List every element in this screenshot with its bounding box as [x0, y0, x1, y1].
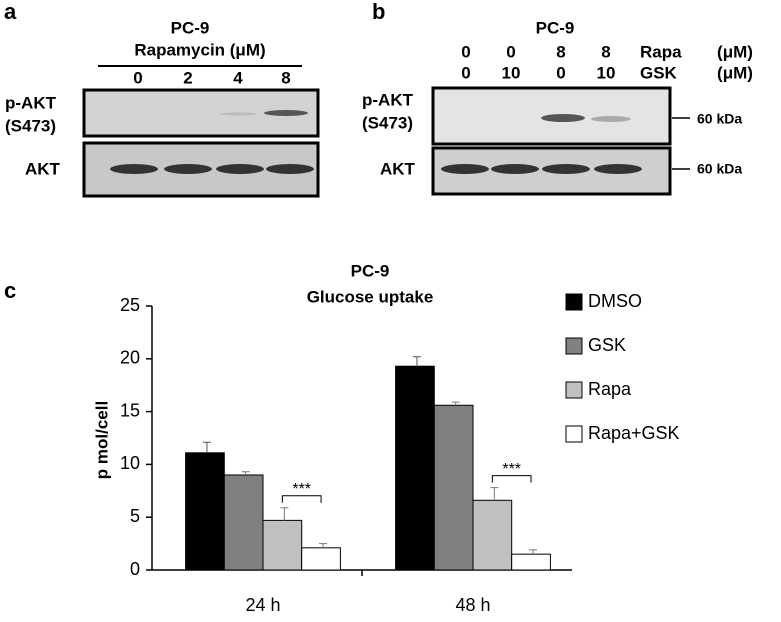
y-tick-label: 25: [120, 295, 140, 315]
plot: 0 5 10 15 20 25 24 h *** 48 h *** DMSO GSK Rapa Rapa+…: [120, 291, 680, 615]
annotation: ***: [292, 481, 311, 498]
y-tick-label: 20: [120, 348, 140, 368]
error-bar: [529, 549, 538, 555]
band: [491, 164, 539, 174]
error-bar: [202, 441, 211, 453]
band: [441, 164, 489, 174]
error-bar: [280, 507, 289, 521]
chart-title: PC-9: [351, 261, 390, 280]
bar: [301, 547, 341, 571]
dose: 0: [556, 63, 565, 82]
error-bar: [319, 543, 328, 548]
band: [591, 116, 631, 122]
row-label: (S473): [362, 113, 413, 132]
legend-swatch: [565, 337, 583, 355]
band: [216, 164, 264, 174]
row-label: AKT: [380, 159, 416, 178]
band: [264, 110, 308, 116]
band: [542, 164, 590, 174]
y-tick-label: 15: [120, 400, 140, 420]
condition-unit: (μM): [717, 42, 753, 61]
row-label: p-AKT: [5, 93, 57, 112]
band: [541, 114, 585, 122]
bar: [433, 404, 474, 571]
legend-swatch: [565, 293, 583, 311]
error-bar: [490, 487, 499, 501]
condition-unit: (μM): [717, 63, 753, 82]
bar: [223, 474, 264, 571]
dose: 0: [133, 68, 142, 87]
bar: [185, 452, 225, 571]
legend-swatch: [565, 425, 583, 443]
dose: 2: [183, 68, 192, 87]
error-bar: [412, 356, 421, 367]
row-label: (S473): [5, 116, 56, 135]
legend-label: GSK: [588, 335, 626, 355]
bar: [472, 499, 513, 571]
x-tick-label: 24 h: [245, 595, 280, 615]
dose: 10: [597, 63, 616, 82]
dose: 4: [233, 68, 243, 87]
marker-label: 60 kDa: [697, 161, 742, 177]
dose: 8: [281, 68, 290, 87]
significance-bracket: [281, 495, 322, 503]
band: [266, 164, 314, 174]
dose: 10: [502, 63, 521, 82]
y-tick-label: 5: [130, 506, 140, 526]
blot-title: PC-9: [171, 18, 210, 37]
panel-label: a: [4, 0, 17, 24]
panel-label: c: [4, 278, 16, 303]
band: [220, 112, 256, 116]
condition-name: GSK: [640, 63, 678, 82]
dose: 0: [506, 42, 515, 61]
panel-label: b: [372, 0, 385, 24]
row-label: p-AKT: [362, 90, 414, 109]
dose: 0: [461, 42, 470, 61]
band: [594, 164, 642, 174]
dose: 8: [556, 42, 565, 61]
annotation: ***: [502, 461, 521, 478]
chart-subtitle: Glucose uptake: [307, 287, 434, 306]
band: [164, 164, 212, 174]
blot-title: PC-9: [536, 18, 575, 37]
legend-label: Rapa+GSK: [588, 423, 680, 443]
y-tick-label: 10: [120, 453, 140, 473]
treatment-label: Rapamycin (μM): [134, 40, 265, 59]
error-bar: [241, 471, 250, 475]
legend-swatch: [565, 381, 583, 399]
dose: 8: [601, 42, 610, 61]
legend-label: DMSO: [588, 291, 642, 311]
bar: [511, 553, 551, 571]
row-label: AKT: [25, 159, 61, 178]
x-tick-label: 48 h: [455, 595, 490, 615]
y-tick-label: 0: [130, 559, 140, 579]
significance-bracket: [491, 475, 532, 483]
bar: [262, 519, 303, 571]
band: [110, 164, 158, 174]
legend-label: Rapa: [588, 379, 632, 399]
y-axis-label: p mol/cell: [92, 401, 111, 479]
dose: 0: [461, 63, 470, 82]
marker-label: 60 kDa: [697, 111, 742, 127]
condition-name: Rapa: [640, 42, 682, 61]
error-bar: [451, 401, 460, 406]
bar: [395, 365, 435, 571]
